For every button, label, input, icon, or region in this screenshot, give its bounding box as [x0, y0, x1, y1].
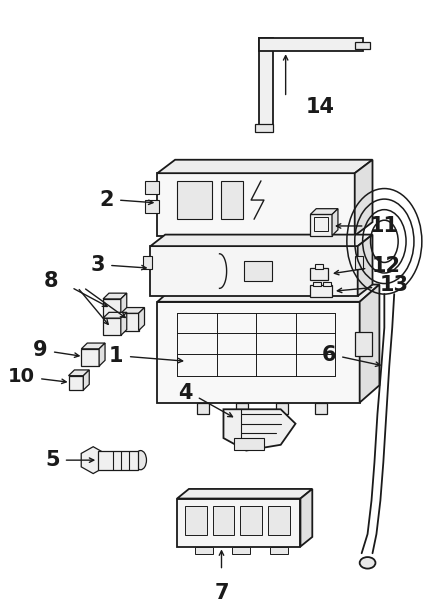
Bar	[157, 173, 355, 236]
Bar	[121, 313, 138, 330]
Polygon shape	[310, 209, 338, 214]
Text: 9: 9	[33, 340, 48, 360]
Bar	[103, 318, 121, 335]
Text: 6: 6	[321, 344, 336, 365]
Bar	[310, 268, 328, 280]
Polygon shape	[99, 343, 105, 366]
Bar	[259, 38, 363, 51]
Bar	[355, 42, 370, 50]
Ellipse shape	[360, 557, 375, 568]
Text: 11: 11	[370, 216, 399, 236]
Text: 1: 1	[108, 347, 123, 367]
Bar	[146, 200, 159, 213]
Polygon shape	[177, 489, 312, 498]
Bar	[157, 302, 360, 402]
Polygon shape	[81, 343, 105, 349]
Polygon shape	[121, 293, 127, 316]
Bar	[270, 547, 288, 554]
Bar	[310, 286, 332, 297]
Polygon shape	[81, 447, 105, 474]
Bar	[98, 451, 138, 470]
Bar	[255, 124, 273, 132]
Bar	[259, 38, 273, 129]
Polygon shape	[332, 209, 338, 236]
Bar	[213, 506, 234, 535]
Polygon shape	[150, 234, 373, 246]
Ellipse shape	[135, 451, 146, 470]
Text: 5: 5	[45, 450, 60, 470]
Polygon shape	[83, 370, 89, 390]
Bar	[150, 246, 358, 296]
Bar	[103, 299, 121, 316]
Text: 3: 3	[90, 255, 105, 275]
Polygon shape	[121, 312, 127, 335]
Ellipse shape	[315, 41, 321, 48]
Bar	[240, 506, 262, 535]
Polygon shape	[68, 370, 89, 376]
Polygon shape	[358, 234, 373, 296]
Bar	[355, 332, 373, 356]
Bar	[315, 265, 323, 269]
Bar	[177, 181, 212, 219]
Bar	[323, 281, 331, 286]
Bar	[146, 181, 159, 194]
Text: 14: 14	[305, 97, 334, 117]
Polygon shape	[355, 159, 373, 236]
Bar	[68, 376, 83, 390]
Bar	[195, 547, 213, 554]
Polygon shape	[157, 284, 379, 302]
Bar	[221, 181, 243, 219]
Polygon shape	[224, 410, 295, 451]
Polygon shape	[103, 293, 127, 299]
Polygon shape	[157, 159, 373, 173]
Bar	[142, 255, 153, 269]
Bar	[244, 262, 272, 281]
Bar	[185, 506, 207, 535]
Bar	[310, 214, 332, 236]
Text: 8: 8	[44, 271, 59, 291]
Bar	[276, 402, 288, 414]
Polygon shape	[360, 284, 379, 402]
Bar	[234, 438, 264, 449]
Bar	[81, 349, 99, 366]
Bar	[315, 402, 327, 414]
Text: 4: 4	[178, 383, 193, 403]
Polygon shape	[121, 307, 145, 313]
Bar	[313, 281, 321, 286]
Polygon shape	[138, 307, 145, 330]
Bar	[177, 498, 300, 547]
Text: 7: 7	[214, 583, 229, 603]
Ellipse shape	[263, 41, 270, 48]
Text: 12: 12	[371, 256, 400, 276]
Text: 10: 10	[8, 367, 35, 386]
Bar	[314, 217, 328, 231]
Bar	[355, 255, 363, 269]
Bar	[268, 506, 290, 535]
Polygon shape	[103, 312, 127, 318]
Polygon shape	[300, 489, 312, 547]
Bar	[236, 402, 248, 414]
Bar	[197, 402, 209, 414]
Text: 13: 13	[379, 275, 408, 295]
Text: 2: 2	[99, 190, 114, 210]
Bar	[232, 547, 250, 554]
